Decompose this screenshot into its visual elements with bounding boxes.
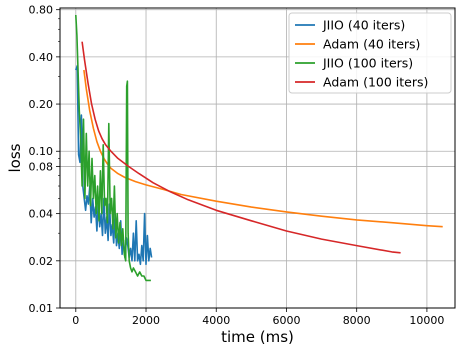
legend-box	[288, 12, 452, 94]
x-tick-label: 4000	[202, 314, 230, 327]
x-tick-label: 0	[72, 314, 79, 327]
legend-entry: Adam (40 iters)	[323, 37, 420, 52]
plot-frame	[59, 7, 456, 309]
series-line-2	[75, 14, 151, 282]
y-tick-label: 0.40	[29, 51, 54, 64]
y-tick-label: 0.04	[29, 208, 54, 221]
x-tick-label: 10000	[409, 314, 444, 327]
legend: JIIO (40 iters) Adam (40 iters) JIIO (100 …	[288, 12, 452, 94]
axis-ticks: 0 2000 4000 6000 8000 10000 0.01 0.02 0.04 0.08 0.…	[29, 4, 445, 327]
y-axis-label: loss	[6, 143, 24, 172]
y-tick-label: 0.02	[29, 255, 54, 268]
x-axis-label: time (ms)	[221, 328, 294, 345]
x-tick-label: 2000	[132, 314, 160, 327]
y-tick-label: 0.10	[29, 145, 54, 158]
series-line-1	[83, 69, 443, 228]
series-line-3	[81, 41, 401, 254]
series-line-0	[75, 65, 153, 266]
y-tick-label: 0.08	[29, 160, 54, 173]
legend-entry: JIIO (40 iters)	[322, 18, 405, 33]
series-lines	[75, 14, 443, 282]
x-tick-label: 8000	[343, 314, 371, 327]
y-tick-label: 0.20	[29, 98, 54, 111]
legend-entry: Adam (100 iters)	[323, 75, 428, 90]
y-tick-label: 0.80	[29, 4, 54, 17]
legend-entry: JIIO (100 iters)	[322, 56, 413, 71]
y-tick-label: 0.01	[29, 302, 54, 315]
x-tick-label: 6000	[272, 314, 300, 327]
